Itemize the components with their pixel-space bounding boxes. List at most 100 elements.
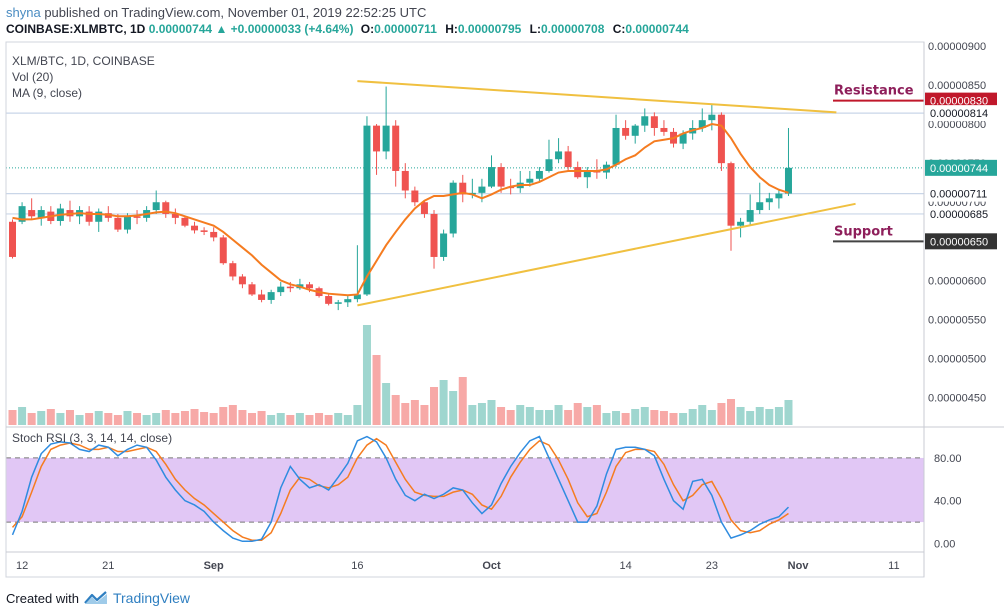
author-name[interactable]: shyna: [6, 5, 41, 20]
candle-body[interactable]: [95, 211, 103, 222]
candle-body[interactable]: [401, 170, 409, 191]
candle-body[interactable]: [267, 292, 275, 300]
candle-body[interactable]: [248, 284, 256, 295]
price-label-box: [925, 233, 997, 250]
support-annotation: Support: [834, 224, 893, 239]
volume-bar: [324, 415, 333, 425]
candle-body[interactable]: [181, 217, 189, 226]
candle-body[interactable]: [737, 221, 745, 226]
candle-body[interactable]: [305, 284, 313, 289]
volume-bar: [612, 411, 621, 425]
tradingview-logo-icon: [84, 591, 107, 604]
candle-body[interactable]: [459, 182, 467, 195]
low-value: 0.00000708: [540, 22, 605, 36]
candle-body[interactable]: [286, 286, 294, 289]
price-pane[interactable]: Resistance Support: [6, 80, 924, 425]
candle-body[interactable]: [612, 127, 620, 165]
candle-body[interactable]: [392, 125, 400, 171]
candle-body[interactable]: [152, 202, 160, 211]
volume-bar: [497, 407, 506, 425]
resistance-trend-line[interactable]: [357, 80, 837, 114]
candle-body[interactable]: [420, 202, 428, 214]
resistance-annotation: Resistance: [834, 84, 914, 99]
candle-body[interactable]: [18, 206, 26, 222]
candle-body[interactable]: [698, 120, 706, 128]
volume-bar: [564, 410, 573, 425]
volume-bar: [248, 413, 256, 425]
stoch-d-line: [11, 437, 789, 541]
candle-body[interactable]: [133, 216, 141, 218]
candle-body[interactable]: [277, 286, 285, 293]
candle-body[interactable]: [162, 202, 170, 214]
candle-body[interactable]: [650, 116, 658, 128]
volume-bar: [401, 403, 410, 425]
candle-body[interactable]: [660, 127, 668, 132]
candle-body[interactable]: [114, 217, 122, 230]
candle-body[interactable]: [583, 170, 591, 178]
candle-body[interactable]: [373, 125, 381, 152]
candle-body[interactable]: [325, 296, 333, 304]
volume-bar: [94, 411, 103, 425]
volume-bar: [180, 411, 189, 425]
candle-body[interactable]: [765, 198, 773, 203]
legend-volume: Vol (20): [12, 70, 54, 84]
candle-body[interactable]: [488, 167, 495, 187]
candle-body[interactable]: [334, 302, 342, 304]
candle-body[interactable]: [210, 231, 218, 238]
candle-body[interactable]: [622, 127, 630, 136]
candle-body[interactable]: [191, 225, 199, 231]
candle-body[interactable]: [727, 163, 735, 226]
stoch-tick-label: 0.00: [934, 538, 955, 550]
candle-body[interactable]: [440, 233, 448, 257]
candle-body[interactable]: [219, 237, 227, 264]
candle-body[interactable]: [200, 230, 208, 232]
candle-body[interactable]: [353, 294, 361, 300]
volume-bar: [717, 403, 726, 425]
candle-body[interactable]: [449, 182, 457, 234]
candle-body[interactable]: [564, 151, 572, 168]
candle-body[interactable]: [746, 210, 754, 222]
volume-bar: [123, 411, 132, 425]
close-value: 0.00000744: [625, 22, 689, 36]
candle-body[interactable]: [717, 114, 725, 164]
candle-body[interactable]: [535, 170, 543, 179]
candle-body[interactable]: [258, 294, 266, 300]
candle-body[interactable]: [756, 202, 764, 211]
candle-body[interactable]: [430, 213, 438, 257]
date-tick-label: 11: [888, 560, 899, 572]
volume-bar: [650, 410, 659, 425]
candle-body[interactable]: [411, 190, 419, 203]
volume-bar: [506, 410, 515, 425]
candle-body[interactable]: [775, 193, 783, 199]
candle-body[interactable]: [631, 125, 639, 136]
stoch-tick-label: 80.00: [934, 453, 962, 465]
candle-body[interactable]: [708, 114, 716, 121]
candle-body[interactable]: [545, 159, 553, 171]
candle-body[interactable]: [363, 125, 371, 295]
candle-body[interactable]: [28, 210, 36, 217]
candle-body[interactable]: [37, 210, 45, 218]
candle-body[interactable]: [497, 167, 505, 187]
candle-body[interactable]: [85, 211, 93, 222]
candle-body[interactable]: [238, 276, 246, 285]
candle-body[interactable]: [9, 221, 16, 257]
candle-body[interactable]: [555, 151, 563, 160]
candle-body[interactable]: [478, 186, 486, 193]
candle-body[interactable]: [229, 263, 237, 277]
candle-body[interactable]: [171, 213, 179, 218]
volume-bar: [305, 415, 314, 425]
candle-body[interactable]: [344, 299, 352, 303]
candle-body[interactable]: [526, 178, 534, 183]
candle-body[interactable]: [123, 216, 131, 230]
candle-body[interactable]: [382, 125, 390, 152]
support-trend-line[interactable]: [357, 202, 856, 307]
candle-body[interactable]: [574, 167, 582, 178]
candle-body[interactable]: [679, 133, 687, 144]
tradingview-brand[interactable]: TradingView: [112, 590, 191, 606]
high-label: H:: [445, 22, 458, 36]
stoch-rsi-pane[interactable]: [6, 435, 924, 543]
price-change: +0.00000033 (+4.64%): [230, 22, 354, 36]
candle-body[interactable]: [784, 167, 792, 194]
candle-body[interactable]: [641, 116, 649, 126]
